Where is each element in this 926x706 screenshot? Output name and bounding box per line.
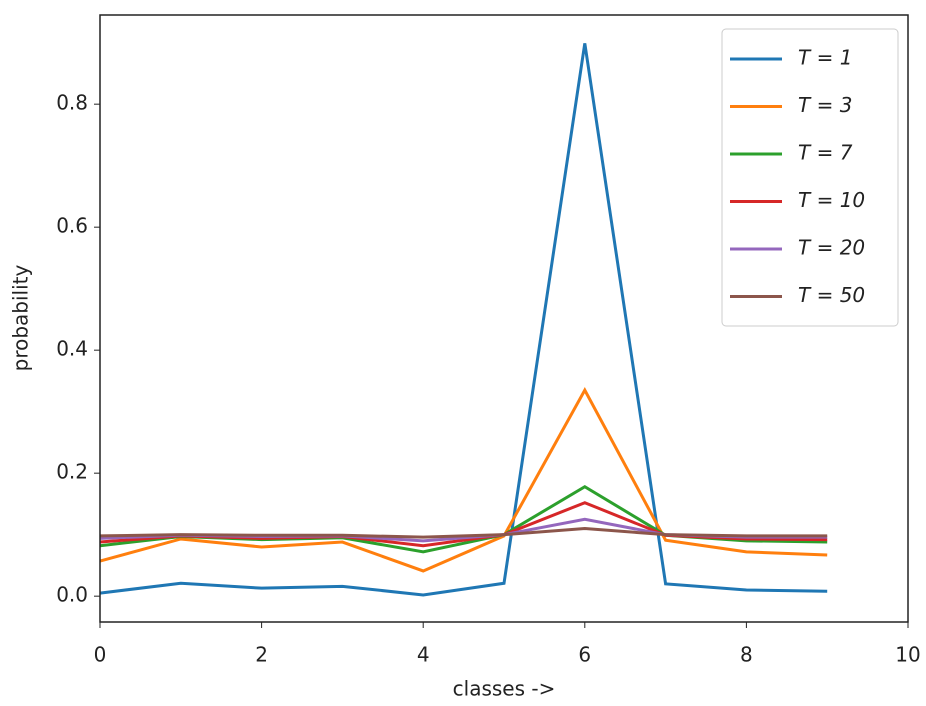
legend-label: T = 3 bbox=[798, 93, 852, 117]
x-tick-label: 4 bbox=[417, 643, 430, 667]
y-tick-label: 0.2 bbox=[56, 460, 88, 484]
legend-label: T = 7 bbox=[798, 141, 853, 165]
x-tick-label: 0 bbox=[94, 643, 107, 667]
legend-label: T = 20 bbox=[798, 236, 865, 260]
y-tick-label: 0.4 bbox=[56, 337, 88, 361]
y-tick-label: 0.0 bbox=[56, 583, 88, 607]
legend-label: T = 1 bbox=[798, 46, 852, 70]
x-tick-label: 8 bbox=[740, 643, 753, 667]
y-tick-label: 0.8 bbox=[56, 91, 88, 115]
x-tick-label: 2 bbox=[255, 643, 268, 667]
x-tick-label: 6 bbox=[578, 643, 591, 667]
chart: classes -> probability 0.0 0.2 0.4 0.6 0.8 0 2… bbox=[0, 0, 926, 706]
x-tick-label: 10 bbox=[895, 643, 920, 667]
legend-label: T = 10 bbox=[798, 188, 865, 212]
x-axis-label: classes -> bbox=[453, 677, 556, 701]
legend-box bbox=[722, 29, 898, 326]
y-axis-label: probability bbox=[9, 264, 33, 371]
legend-label: T = 50 bbox=[798, 283, 865, 307]
y-tick-label: 0.6 bbox=[56, 214, 88, 238]
